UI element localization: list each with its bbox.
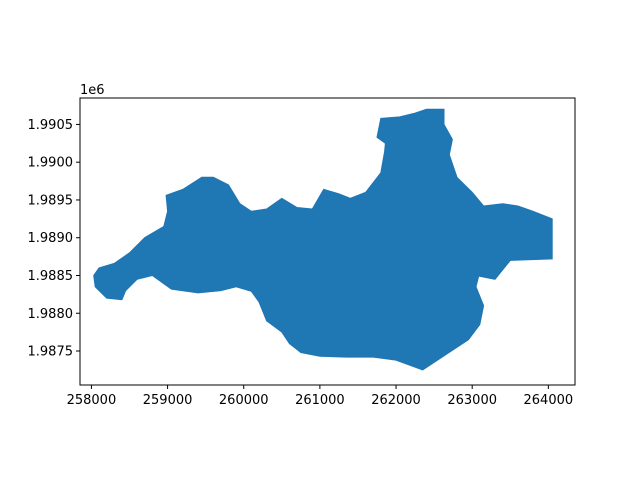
y-tick-label: 1.9880: [28, 307, 74, 322]
y-tick-label: 1.9890: [28, 231, 74, 246]
axis-ticks: 258000 259000 260000 261000 262000 263000 2640…: [28, 118, 574, 408]
x-tick-label: 262000: [371, 393, 421, 408]
y-tick-label: 1.9900: [28, 156, 74, 171]
x-tick-label: 260000: [219, 393, 269, 408]
x-tick-label: 258000: [67, 393, 117, 408]
region-polygon: [93, 108, 553, 371]
x-tick-label: 259000: [143, 393, 193, 408]
x-tick-label: 263000: [447, 393, 497, 408]
plot-area: [93, 108, 553, 371]
y-tick-label: 1.9905: [28, 118, 74, 133]
y-axis-offset-label: 1e6: [80, 83, 105, 98]
x-tick-label: 264000: [524, 393, 574, 408]
axes-frame: [79, 97, 576, 386]
y-tick-label: 1.9885: [28, 269, 74, 284]
y-tick-label: 1.9895: [28, 193, 74, 208]
x-tick-label: 261000: [295, 393, 345, 408]
y-tick-label: 1.9875: [28, 345, 74, 360]
